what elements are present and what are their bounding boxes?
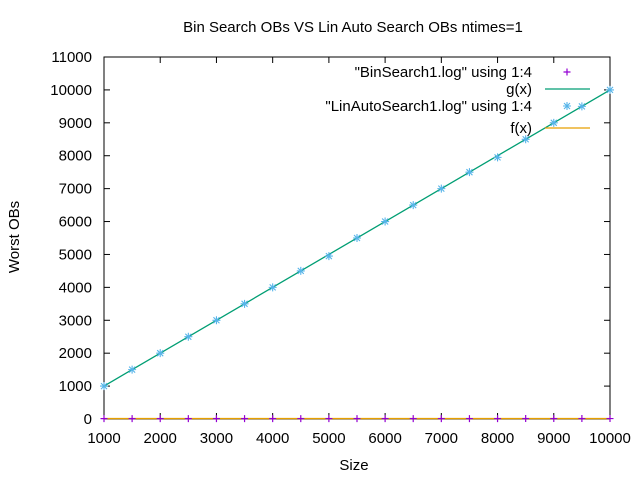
y-tick-label: 0	[84, 411, 92, 428]
data-point	[212, 415, 220, 423]
data-point	[550, 415, 558, 423]
data-point	[353, 415, 361, 423]
y-tick-label: 8000	[59, 148, 92, 165]
data-point	[521, 135, 530, 144]
data-point	[381, 415, 389, 423]
y-tick-label: 10000	[50, 82, 92, 99]
series-layer	[100, 85, 614, 423]
x-tick-label: 1000	[87, 430, 120, 447]
data-point	[184, 415, 192, 423]
data-point	[494, 415, 502, 423]
data-point	[268, 283, 277, 292]
legend-label: "LinAutoSearch1.log" using 1:4	[325, 98, 532, 115]
data-point	[437, 184, 446, 193]
y-tick-label: 9000	[59, 115, 92, 132]
y-tick-label: 11000	[51, 49, 92, 66]
legend-label: "BinSearch1.log" using 1:4	[355, 64, 532, 81]
data-point	[297, 415, 305, 423]
data-point	[353, 234, 361, 242]
data-point	[269, 415, 277, 423]
x-tick-label: 5000	[312, 430, 345, 447]
y-axis-label: Worst OBs	[6, 201, 23, 273]
x-tick-label: 4000	[256, 430, 289, 447]
data-point	[578, 415, 586, 423]
data-point	[409, 415, 417, 423]
x-tick-label: 6000	[368, 430, 401, 447]
data-point	[156, 349, 165, 358]
data-point	[493, 153, 502, 162]
y-tick-label: 3000	[59, 312, 92, 329]
legend-label: g(x)	[506, 81, 532, 98]
legend-label: f(x)	[510, 120, 532, 137]
data-point	[241, 415, 249, 423]
data-point	[324, 252, 333, 261]
data-point	[128, 365, 137, 374]
data-point	[606, 415, 614, 423]
data-point	[100, 382, 108, 391]
data-point	[100, 415, 108, 423]
data-point	[240, 299, 249, 308]
data-point	[128, 415, 136, 423]
data-point	[522, 415, 530, 423]
x-tick-label: 2000	[144, 430, 177, 447]
data-point	[296, 266, 305, 275]
data-point	[212, 316, 221, 325]
data-point	[549, 118, 558, 127]
y-tick-label: 2000	[59, 345, 92, 362]
series-2	[100, 85, 614, 391]
y-tick-label: 4000	[59, 279, 92, 296]
legend-marker	[563, 68, 571, 76]
data-point	[465, 415, 473, 423]
x-tick-label: 3000	[200, 430, 233, 447]
x-tick-label: 10000	[589, 430, 631, 447]
legend: "BinSearch1.log" using 1:4g(x)"LinAutoSe…	[325, 64, 590, 137]
x-axis: 1000 2000 3000 4000 5000 6000 7000 8000 9000 1000…	[87, 57, 631, 447]
data-point	[381, 217, 390, 226]
data-point	[606, 85, 614, 94]
x-axis-label: Size	[339, 457, 368, 474]
series-0	[100, 415, 614, 423]
y-tick-label: 5000	[59, 246, 92, 263]
y-tick-label: 7000	[59, 181, 92, 198]
data-point	[325, 415, 333, 423]
chart-title: Bin Search OBs VS Lin Auto Search OBs nt…	[183, 19, 523, 36]
data-point	[437, 415, 445, 423]
x-tick-label: 7000	[425, 430, 458, 447]
data-point	[409, 201, 418, 210]
legend-marker	[563, 102, 571, 110]
data-point	[184, 332, 193, 341]
data-point	[577, 102, 586, 111]
y-tick-label: 6000	[59, 214, 92, 231]
data-point	[156, 415, 164, 423]
data-point	[465, 168, 474, 177]
x-tick-label: 8000	[481, 430, 514, 447]
y-tick-label: 1000	[59, 378, 92, 395]
x-tick-label: 9000	[537, 430, 570, 447]
